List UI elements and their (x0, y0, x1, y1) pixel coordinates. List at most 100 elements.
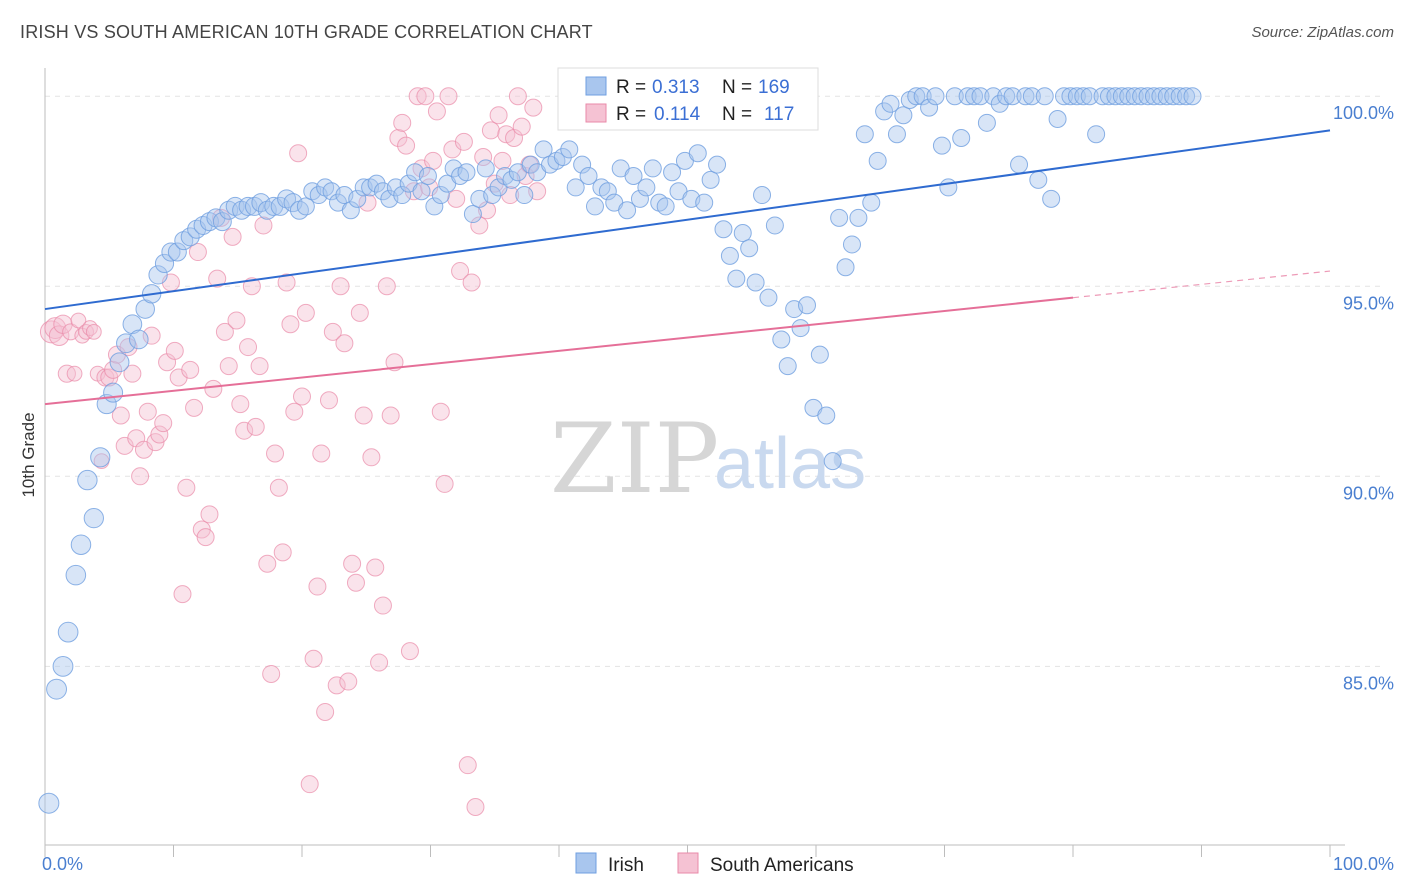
irish-point (296, 197, 315, 216)
irish-point (52, 655, 74, 677)
y-tick-label: 90.0% (1343, 483, 1394, 503)
irish-point (759, 288, 778, 307)
irish-point (663, 163, 682, 182)
south-americans-point (489, 106, 508, 125)
south-americans-point (389, 129, 408, 148)
irish-point (476, 159, 495, 178)
irish-point (894, 106, 913, 125)
irish-point (1144, 87, 1163, 106)
irish-point (1099, 87, 1118, 106)
south-americans-point (366, 558, 385, 577)
irish-point (977, 113, 996, 132)
south-n-value: 117 (764, 104, 794, 125)
irish-point (1170, 87, 1189, 106)
irish-point (1080, 87, 1099, 106)
south-americans-point (316, 702, 335, 721)
south-americans-point (181, 360, 200, 379)
south-americans-point (266, 444, 285, 463)
irish-point (630, 189, 649, 208)
south-americans-point (512, 117, 531, 136)
south-americans-point (524, 98, 543, 117)
irish-point (270, 196, 290, 216)
south-americans-point (200, 505, 219, 524)
south-americans-point (350, 303, 369, 322)
south-americans-point (85, 323, 102, 340)
irish-point (862, 193, 881, 212)
irish-point (457, 163, 476, 182)
south-americans-point (327, 676, 346, 695)
south-americans-point (204, 379, 223, 398)
irish-point (148, 265, 168, 285)
south-americans-point (296, 303, 315, 322)
source-label: Source: ZipAtlas.com (1251, 24, 1394, 41)
south-americans-point (165, 341, 184, 360)
south-americans-point (196, 528, 215, 547)
south-americans-point (319, 391, 338, 410)
irish-point (765, 216, 784, 235)
irish-point (161, 242, 181, 262)
irish-point (1003, 87, 1022, 106)
south-americans-swatch (585, 103, 607, 123)
irish-point (1087, 125, 1106, 144)
irish-point (77, 469, 98, 491)
south-americans-point (431, 402, 450, 421)
irish-point (70, 534, 92, 555)
chart-title: IRISH VS SOUTH AMERICAN 10TH GRADE CORRE… (20, 22, 593, 42)
south-americans-point (393, 113, 412, 132)
south-americans-point (254, 216, 273, 235)
south-americans-trend-extension (1072, 270, 1331, 299)
irish-point (688, 144, 707, 163)
irish-point (875, 102, 894, 121)
irish-point (958, 87, 977, 106)
south-americans-point (343, 554, 362, 573)
south-americans-points (39, 87, 547, 816)
south-americans-point (273, 543, 292, 562)
south-americans-point (474, 148, 493, 167)
south-americans-point (66, 365, 83, 382)
south-americans-point (142, 326, 161, 345)
irish-point (926, 87, 945, 106)
irish-point (753, 186, 772, 205)
irish-n-value: 169 (758, 77, 790, 98)
south-americans-point (138, 402, 157, 421)
south-americans-point (397, 136, 416, 155)
y-tick-label: 100.0% (1333, 103, 1394, 123)
irish-point (109, 352, 130, 373)
south-n-label: N = (722, 104, 752, 125)
south-americans-point (277, 273, 296, 292)
irish-point (566, 178, 585, 197)
trend-lines (44, 129, 1331, 406)
south-americans-point (131, 467, 150, 486)
irish-point (618, 201, 637, 220)
irish-point (772, 330, 791, 349)
south-americans-point (493, 151, 512, 170)
irish-points (38, 87, 1202, 814)
irish-point (1016, 87, 1035, 106)
irish-point (1125, 87, 1144, 106)
south-americans-point (262, 664, 281, 683)
irish-point (418, 167, 437, 186)
south-americans-point (269, 478, 288, 497)
irish-point (238, 196, 258, 216)
irish-point (887, 125, 906, 144)
south-americans-point (308, 577, 327, 596)
south-americans-point (293, 387, 311, 406)
south-americans-point (427, 102, 446, 121)
irish-point (708, 155, 727, 174)
irish-point (367, 174, 386, 193)
irish-point (573, 155, 592, 174)
irish-point (842, 235, 861, 254)
irish-point (1042, 189, 1061, 208)
irish-point (695, 193, 714, 212)
south-americans-point (335, 334, 354, 353)
irish-point (38, 792, 60, 814)
south-americans-point (358, 193, 377, 212)
irish-point (167, 242, 187, 262)
south-americans-point (416, 87, 435, 106)
irish-point (720, 246, 739, 265)
irish-point (868, 151, 887, 170)
south-americans-point (235, 421, 254, 440)
irish-point (952, 129, 971, 148)
irish-point (90, 447, 111, 468)
irish-point (907, 87, 926, 106)
